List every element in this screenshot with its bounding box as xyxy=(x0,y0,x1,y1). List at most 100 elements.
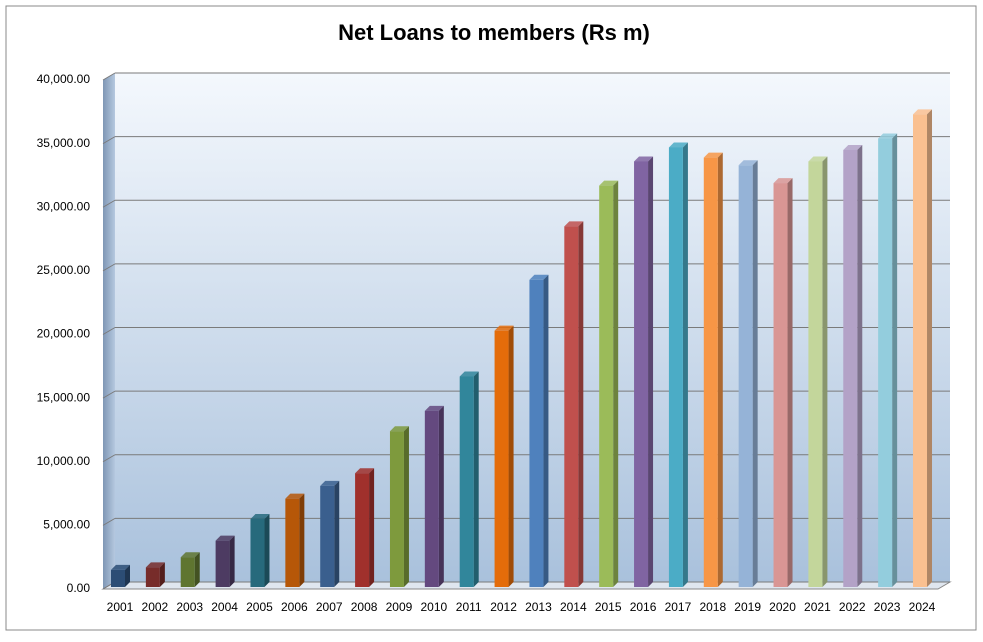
x-tick-label: 2008 xyxy=(351,600,378,614)
bar xyxy=(145,567,160,587)
y-tick-label: 35,000.00 xyxy=(37,136,91,150)
y-tick-label: 10,000.00 xyxy=(37,454,91,468)
side-grid-line xyxy=(102,136,116,145)
bar-top xyxy=(459,371,479,377)
x-tick-label: 2015 xyxy=(595,600,622,614)
side-grid-line xyxy=(102,263,116,272)
bar xyxy=(215,540,230,587)
bar xyxy=(494,330,509,587)
bar xyxy=(878,138,893,587)
chart-title: Net Loans to members (Rs m) xyxy=(338,20,650,45)
bar xyxy=(285,498,300,587)
x-tick-label: 2011 xyxy=(456,600,482,614)
x-tick-label: 2019 xyxy=(734,600,761,614)
bar-top xyxy=(773,178,793,184)
bar xyxy=(111,569,125,587)
bar-side xyxy=(648,156,654,587)
bar xyxy=(808,161,823,587)
side-grid-line xyxy=(102,199,116,208)
x-tick-label: 2001 xyxy=(107,600,134,614)
bar-side xyxy=(125,564,130,587)
bar-side xyxy=(857,144,863,588)
y-tick-label: 0.00 xyxy=(67,581,91,595)
bar-side xyxy=(264,514,270,587)
bar xyxy=(355,473,370,587)
x-tick-label: 2021 xyxy=(804,600,831,614)
bar xyxy=(668,147,683,587)
bar-top xyxy=(703,152,723,158)
x-tick-label: 2016 xyxy=(630,600,657,614)
bar-side xyxy=(473,371,479,587)
side-grid-line xyxy=(102,327,116,335)
bar-side xyxy=(194,552,200,587)
bar-side xyxy=(578,221,584,587)
bar-top xyxy=(145,562,165,568)
bar-top xyxy=(878,133,898,139)
bar-top xyxy=(494,325,514,331)
bar xyxy=(738,165,753,587)
x-tick-label: 2010 xyxy=(420,600,447,614)
side-grid-line xyxy=(102,454,116,463)
x-tick-label: 2024 xyxy=(909,600,936,614)
bar-side xyxy=(822,156,828,587)
bar-top xyxy=(250,514,270,520)
bar xyxy=(843,149,858,588)
x-tick-label: 2022 xyxy=(839,600,866,614)
bar-side xyxy=(927,109,933,588)
bar-side xyxy=(369,468,375,587)
bar xyxy=(634,161,649,587)
bar-top xyxy=(111,564,130,570)
bar xyxy=(703,157,718,587)
bar-top xyxy=(668,142,688,148)
x-tick-label: 2023 xyxy=(874,600,901,614)
bar xyxy=(529,279,544,587)
bar-side xyxy=(299,493,305,587)
bar-side xyxy=(682,142,688,587)
y-tick-label: 40,000.00 xyxy=(37,72,91,86)
side-grid-line xyxy=(102,517,116,526)
x-tick-label: 2002 xyxy=(142,600,169,614)
bar-side xyxy=(543,274,549,587)
bar-top xyxy=(424,405,444,411)
bar-side xyxy=(229,535,235,587)
bar xyxy=(459,376,474,587)
y-tick-label: 25,000.00 xyxy=(37,263,91,277)
bar xyxy=(389,431,404,587)
bar-side xyxy=(787,178,793,587)
bar-top xyxy=(389,426,409,432)
y-tick-label: 15,000.00 xyxy=(37,390,91,404)
bar-top xyxy=(808,156,828,162)
x-tick-label: 2014 xyxy=(560,600,587,614)
x-tick-label: 2013 xyxy=(525,600,552,614)
bar-side xyxy=(508,325,514,587)
x-tick-label: 2009 xyxy=(386,600,413,614)
bar-top xyxy=(215,535,235,541)
bar-top xyxy=(599,180,619,186)
bar xyxy=(250,519,265,587)
bar-top xyxy=(285,493,305,499)
bar-top xyxy=(529,274,549,280)
x-tick-label: 2018 xyxy=(699,600,726,614)
bar-side xyxy=(159,562,165,587)
bar-side xyxy=(752,160,758,587)
bar-top xyxy=(355,468,375,474)
bar xyxy=(773,183,788,587)
x-tick-label: 2006 xyxy=(281,600,308,614)
x-tick-label: 2007 xyxy=(316,600,343,614)
bar xyxy=(564,226,579,587)
x-tick-label: 2017 xyxy=(665,600,692,614)
bar-top xyxy=(320,480,340,486)
bar-side xyxy=(892,133,898,587)
bar xyxy=(599,185,614,587)
side-grid-line xyxy=(102,72,116,81)
bar xyxy=(424,410,439,587)
bar-side xyxy=(613,180,619,587)
bar-top xyxy=(913,109,933,115)
x-tick-label: 2004 xyxy=(211,600,238,614)
x-tick-label: 2012 xyxy=(490,600,517,614)
side-grid-line xyxy=(102,390,116,399)
y-tick-label: 20,000.00 xyxy=(37,327,91,341)
bar-side xyxy=(334,480,340,587)
bar-side xyxy=(403,426,409,587)
